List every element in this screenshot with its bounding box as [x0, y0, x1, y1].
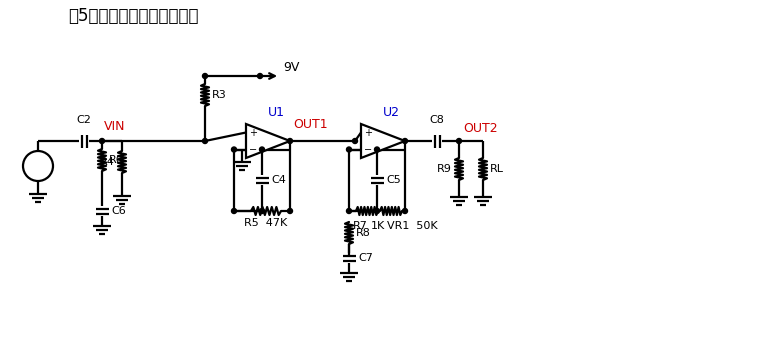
Circle shape: [374, 208, 380, 213]
Circle shape: [402, 208, 408, 213]
Circle shape: [259, 208, 265, 213]
Text: +: +: [364, 128, 372, 137]
Text: 9V: 9V: [283, 61, 299, 74]
Circle shape: [287, 208, 293, 213]
Circle shape: [346, 147, 352, 152]
Circle shape: [202, 138, 208, 144]
Circle shape: [231, 208, 236, 213]
Text: R7: R7: [353, 221, 368, 231]
Text: 1K: 1K: [371, 221, 385, 231]
Circle shape: [258, 74, 262, 78]
Circle shape: [202, 74, 208, 78]
Text: C4: C4: [271, 175, 287, 185]
Text: −: −: [364, 145, 372, 154]
Circle shape: [259, 147, 265, 152]
Text: C8: C8: [430, 115, 444, 125]
Text: R6: R6: [109, 155, 124, 165]
Polygon shape: [246, 124, 290, 158]
Text: −: −: [249, 145, 257, 154]
Circle shape: [402, 138, 408, 144]
Text: R9: R9: [437, 164, 452, 174]
Text: U2: U2: [383, 106, 399, 119]
Circle shape: [374, 147, 380, 152]
Circle shape: [352, 138, 358, 144]
Text: OUT2: OUT2: [463, 122, 497, 135]
Text: C7: C7: [359, 253, 374, 263]
Text: C2: C2: [77, 115, 92, 125]
Text: R3: R3: [212, 90, 227, 100]
Circle shape: [23, 151, 53, 181]
Text: VR1  50K: VR1 50K: [387, 221, 437, 231]
Text: C5: C5: [387, 175, 401, 185]
Circle shape: [456, 138, 462, 144]
Text: U1: U1: [268, 106, 284, 119]
Text: RL: RL: [490, 164, 504, 174]
Text: 図5　シミュレーション回路: 図5 シミュレーション回路: [68, 7, 199, 25]
Text: C6: C6: [111, 206, 127, 216]
Text: R5  47K: R5 47K: [244, 218, 287, 228]
Text: +: +: [249, 128, 257, 137]
Circle shape: [231, 147, 236, 152]
Circle shape: [287, 138, 293, 144]
Text: OUT1: OUT1: [293, 118, 327, 131]
Text: R4: R4: [100, 157, 115, 167]
Circle shape: [346, 208, 352, 213]
Text: +: +: [30, 154, 40, 167]
Text: −: −: [36, 164, 46, 178]
Polygon shape: [361, 124, 405, 158]
Circle shape: [99, 138, 105, 144]
Text: R8: R8: [356, 228, 371, 238]
Text: VIN: VIN: [104, 120, 126, 133]
